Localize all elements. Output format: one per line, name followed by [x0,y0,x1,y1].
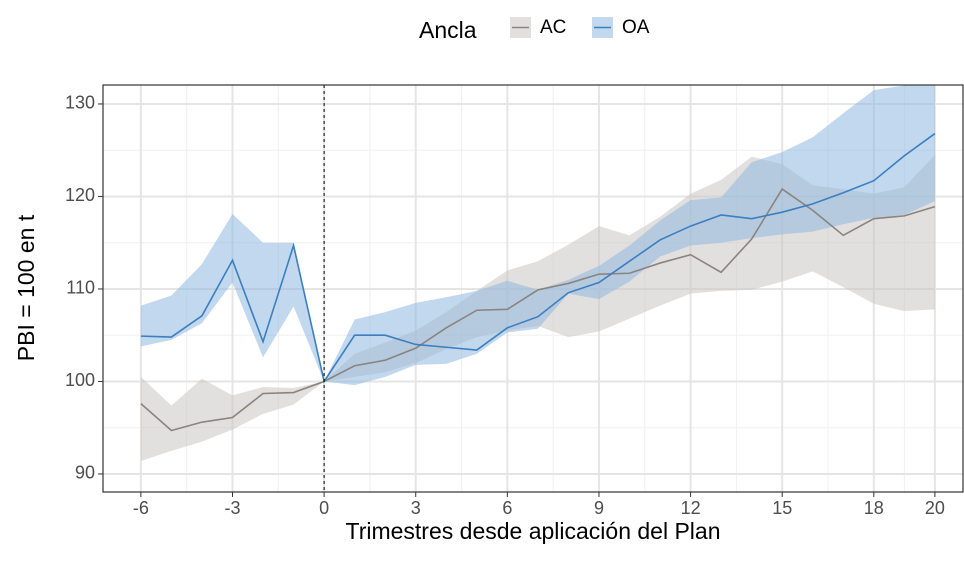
legend-label: AC [540,17,566,38]
x-tick-label: 15 [772,498,792,518]
y-axis-title: PBI = 100 en t [13,214,39,361]
x-tick-label: 12 [681,498,701,518]
y-tick-label: 90 [75,463,95,483]
y-tick-label: 120 [65,185,95,205]
x-tick-label: 18 [864,498,884,518]
legend-title: Ancla [419,17,477,43]
y-tick-label: 110 [66,278,95,298]
plot-border [102,84,964,493]
y-tick-label: 130 [65,93,95,113]
line [140,187,936,432]
x-tick-label: -3 [224,498,240,518]
x-tick-label: -6 [133,498,149,518]
x-tick-label: 3 [411,498,421,518]
legend-item: AC [510,17,566,38]
legend-label: OA [622,17,650,38]
confidence-band [140,85,935,386]
line [140,132,936,384]
x-tick-label: 0 [319,498,329,518]
x-tick-label: 6 [502,498,512,518]
x-tick-label: 9 [594,498,604,518]
x-axis-title: Trimestres desde aplicación del Plan [346,518,721,544]
y-tick-label: 100 [65,370,95,390]
x-tick-label: 20 [925,498,945,518]
legend-item: OA [592,17,650,38]
